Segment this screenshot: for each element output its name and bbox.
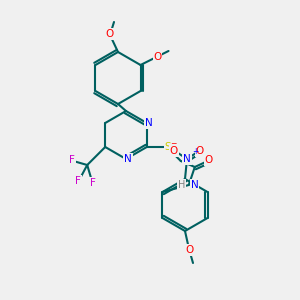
Text: O: O xyxy=(105,29,113,39)
Text: +: + xyxy=(192,147,198,156)
Text: F: F xyxy=(90,178,96,188)
Text: −: − xyxy=(170,139,176,148)
Text: O: O xyxy=(196,146,204,156)
Text: N: N xyxy=(183,154,191,164)
Text: O: O xyxy=(170,146,178,156)
Text: F: F xyxy=(69,155,75,165)
Text: O: O xyxy=(205,155,213,165)
Text: N: N xyxy=(124,154,132,164)
Text: O: O xyxy=(153,52,162,62)
Text: N: N xyxy=(145,118,153,128)
Text: O: O xyxy=(186,245,194,255)
Text: H: H xyxy=(178,180,185,190)
Text: S: S xyxy=(164,142,171,152)
Text: N: N xyxy=(191,180,199,190)
Text: F: F xyxy=(75,176,81,186)
